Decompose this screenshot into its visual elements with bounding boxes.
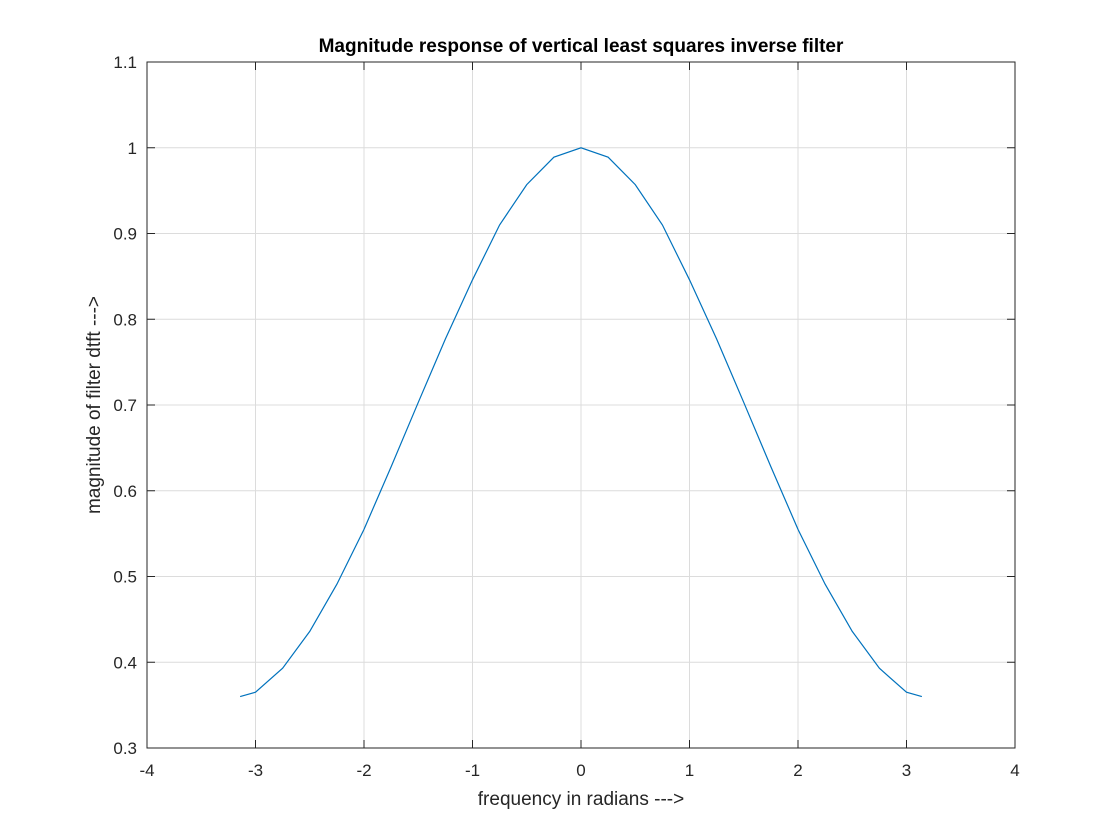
x-tick-label: -2 — [356, 761, 371, 780]
y-tick-label: 0.3 — [113, 739, 137, 758]
x-axis-label: frequency in radians ---> — [478, 789, 684, 810]
y-tick-label: 1.1 — [113, 53, 137, 72]
plot-series — [239, 147, 923, 698]
x-tick-label: -4 — [139, 761, 154, 780]
y-tick-label: 0.6 — [113, 482, 137, 501]
x-tick-label: 0 — [576, 761, 585, 780]
y-tick-label: 0.7 — [113, 396, 137, 415]
y-tick-label: 0.8 — [113, 310, 137, 329]
y-tick-label: 1 — [128, 139, 137, 158]
x-tick-label: -1 — [465, 761, 480, 780]
y-tick-labels: 0.3 0.4 0.5 0.6 0.7 0.8 0.9 1 1.1 — [113, 53, 137, 758]
x-tick-label: 1 — [685, 761, 694, 780]
tick-marks — [146, 61, 1016, 749]
x-tick-labels: -4 -3 -2 -1 0 1 2 3 4 — [139, 761, 1019, 780]
y-tick-label: 0.4 — [113, 653, 137, 672]
y-axis-label: magnitude of filter dtft ---> — [84, 296, 105, 514]
y-tick-label: 0.9 — [113, 225, 137, 244]
y-tick-label: 0.5 — [113, 568, 137, 587]
chart-title: Magnitude response of vertical least squ… — [319, 36, 844, 57]
grid — [147, 62, 1015, 748]
series-line — [239, 147, 923, 698]
x-tick-label: -3 — [248, 761, 263, 780]
x-tick-label: 3 — [902, 761, 911, 780]
x-tick-label: 2 — [793, 761, 802, 780]
x-tick-label: 4 — [1010, 761, 1019, 780]
